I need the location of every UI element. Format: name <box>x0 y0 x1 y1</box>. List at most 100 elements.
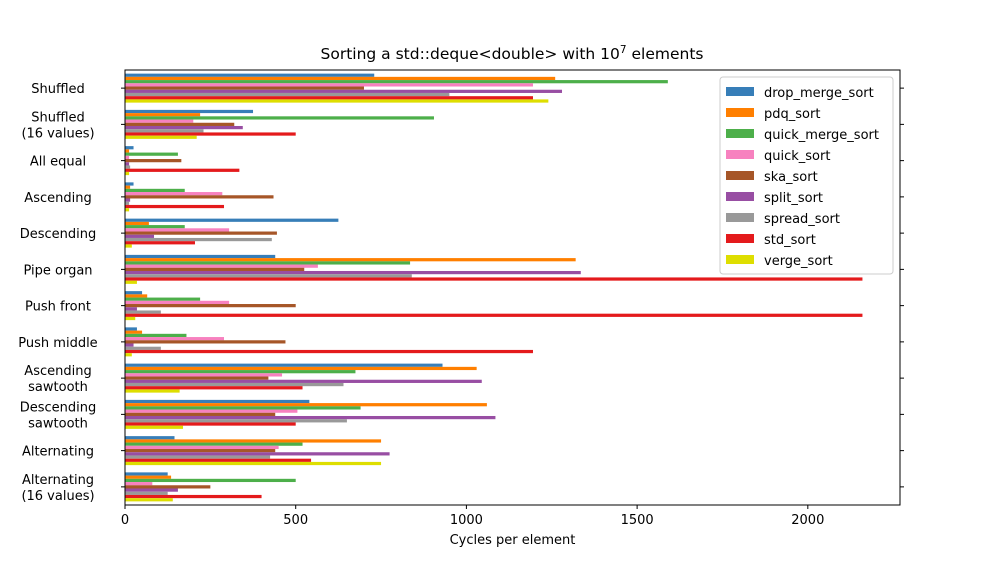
legend-label-ska_sort: ska_sort <box>764 170 818 185</box>
legend-box <box>719 76 894 275</box>
bar-quick_merge_sort-11 <box>125 478 296 483</box>
bar-quick_sort-2 <box>125 155 130 160</box>
y-tick-label: All equal <box>30 155 86 170</box>
bar-spread_sort-2 <box>125 165 131 169</box>
bar-ska_sort-7 <box>125 340 286 344</box>
bar-ska_sort-3 <box>125 195 274 199</box>
bar-quick_merge_sort-3 <box>125 188 185 193</box>
bar-split_sort-2 <box>125 162 130 166</box>
bar-quick_merge_sort-5 <box>125 261 411 265</box>
bar-quick_merge_sort-8 <box>125 370 356 374</box>
y-tick-label-line: Ascending <box>24 364 91 379</box>
plot-frame <box>124 69 901 506</box>
bar-quick_sort-11 <box>125 482 153 486</box>
legend-label-quick_sort: quick_sort <box>764 149 830 164</box>
bar-quick_sort-10 <box>125 445 279 450</box>
legend-swatch-pdq_sort <box>726 108 754 117</box>
legend-swatch-std_sort <box>726 234 754 243</box>
bar-verge_sort-8 <box>125 389 180 393</box>
legend-label-std_sort: std_sort <box>764 233 816 248</box>
legend-swatch-quick_sort <box>726 150 754 159</box>
bar-pdq_sort-3 <box>125 185 131 189</box>
bar-ska_sort-9 <box>125 412 276 416</box>
bar-drop_merge_sort-5 <box>125 254 276 259</box>
bar-quick_merge_sort-4 <box>125 225 185 229</box>
y-tick-label-line: Descending <box>20 400 97 415</box>
bar-ska_sort-11 <box>125 485 211 489</box>
bar-std_sort-9 <box>125 422 296 426</box>
bar-split_sort-8 <box>125 379 482 383</box>
bar-verge_sort-4 <box>125 244 132 248</box>
bar-split_sort-3 <box>125 198 131 202</box>
bar-std_sort-7 <box>125 349 533 354</box>
y-tick-label-line: Push middle <box>18 336 97 351</box>
bar-quick_merge_sort-1 <box>125 116 434 120</box>
y-tick-label-line: sawtooth <box>28 380 88 395</box>
title-text: Sorting a std::deque<double> with 107 el… <box>321 44 704 63</box>
bar-pdq_sort-6 <box>125 294 148 298</box>
bar-pdq_sort-0 <box>125 76 556 81</box>
bar-drop_merge_sort-0 <box>125 73 375 77</box>
bar-drop_merge_sort-8 <box>125 363 443 367</box>
legend-swatch-split_sort <box>726 192 754 201</box>
bar-pdq_sort-5 <box>125 258 576 262</box>
y-tick-label-line: (16 values) <box>21 126 94 141</box>
bar-spread_sort-3 <box>125 201 130 205</box>
bar-pdq_sort-11 <box>125 475 172 479</box>
y-tick-label: Ascending sawtooth <box>24 364 91 395</box>
x-axis-label: Cycles per element <box>450 533 576 548</box>
bar-pdq_sort-2 <box>125 149 130 153</box>
bar-quick_sort-7 <box>125 337 225 341</box>
bar-quick_sort-6 <box>125 300 230 305</box>
y-tick-label: Push front <box>25 300 91 315</box>
bar-drop_merge_sort-4 <box>125 218 339 222</box>
bar-drop_merge_sort-3 <box>125 182 134 186</box>
bar-spread_sort-0 <box>125 92 450 97</box>
bar-ska_sort-0 <box>125 86 364 90</box>
bar-pdq_sort-4 <box>125 221 149 226</box>
bar-quick_merge_sort-0 <box>125 80 668 84</box>
y-tick-label: Ascending <box>24 191 91 206</box>
bar-verge_sort-6 <box>125 316 136 321</box>
bar-std_sort-1 <box>125 132 296 136</box>
bar-std_sort-5 <box>125 277 863 281</box>
bar-verge_sort-0 <box>125 99 549 103</box>
bar-quick_merge_sort-10 <box>125 442 303 446</box>
bar-spread_sort-6 <box>125 310 161 314</box>
legend-swatch-ska_sort <box>726 171 754 180</box>
bar-drop_merge_sort-2 <box>125 146 134 150</box>
bar-drop_merge_sort-10 <box>125 436 175 440</box>
bar-quick_merge_sort-6 <box>125 297 201 301</box>
y-tick-label: Pipe organ <box>23 263 92 278</box>
legend-swatch-verge_sort <box>726 255 754 264</box>
y-tick-label-line: Alternating <box>22 473 94 488</box>
bar-std_sort-10 <box>125 458 312 462</box>
bar-ska_sort-10 <box>125 449 276 453</box>
legend-label-spread_sort: spread_sort <box>764 212 840 227</box>
bar-ska_sort-8 <box>125 376 269 380</box>
bar-verge_sort-3 <box>125 208 130 212</box>
bar-spread_sort-7 <box>125 346 161 350</box>
bar-pdq_sort-8 <box>125 366 477 371</box>
y-tick-label-line: Descending <box>20 227 97 242</box>
title-superscript: 7 <box>620 44 627 56</box>
bar-ska_sort-2 <box>125 159 182 163</box>
bar-std_sort-11 <box>125 494 262 499</box>
bar-split_sort-4 <box>125 234 155 238</box>
bar-quick_sort-8 <box>125 373 283 377</box>
bar-pdq_sort-9 <box>125 403 487 407</box>
bar-split_sort-5 <box>125 270 581 275</box>
bar-std_sort-4 <box>125 241 195 245</box>
x-tick-label: 2000 <box>791 513 824 528</box>
y-tick-label: Descending sawtooth <box>20 400 97 431</box>
bar-spread_sort-5 <box>125 274 412 278</box>
bar-ska_sort-5 <box>125 267 305 271</box>
bar-verge_sort-9 <box>125 425 184 429</box>
bar-drop_merge_sort-9 <box>125 399 310 404</box>
bar-std_sort-8 <box>125 386 303 390</box>
legend-swatch-spread_sort <box>726 213 754 222</box>
legend-label-pdq_sort: pdq_sort <box>764 107 820 122</box>
y-tick-label-line: (16 values) <box>21 489 94 504</box>
